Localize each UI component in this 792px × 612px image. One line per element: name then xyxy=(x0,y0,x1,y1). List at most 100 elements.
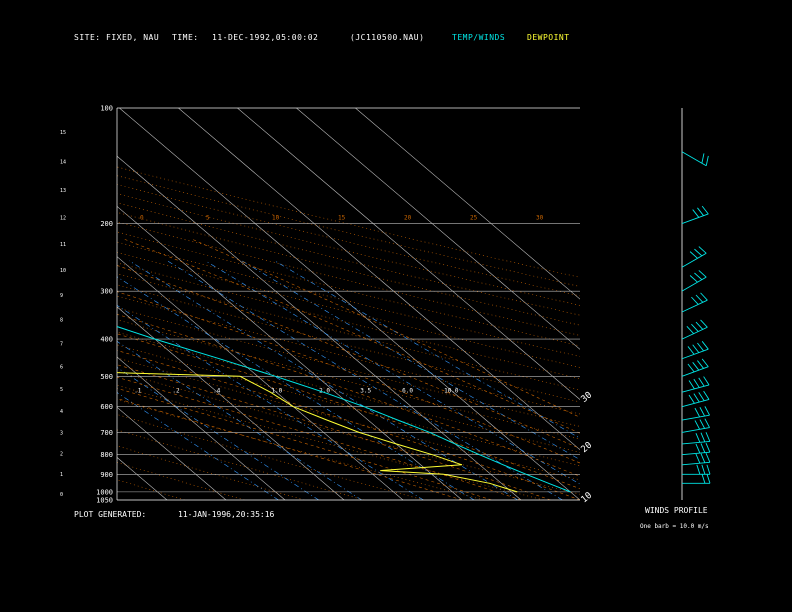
pressure-tick-label: 600 xyxy=(100,403,113,411)
isotherm-line xyxy=(117,457,168,500)
height-tick-label: 5 xyxy=(60,387,63,393)
mixing-ratio-label: .1 xyxy=(134,388,142,395)
barb-note: One barb = 10.0 m/s xyxy=(640,523,709,530)
wind-barb-flag xyxy=(705,432,711,442)
dry-adiabat-line xyxy=(117,479,185,500)
height-tick-label: 2 xyxy=(60,452,63,458)
wind-barb-flag xyxy=(706,464,711,475)
mixing-ratio-label: 3.5 xyxy=(360,388,371,395)
wind-barb-flag xyxy=(697,342,704,352)
moist-adiabat-line xyxy=(117,387,492,500)
pressure-tick-label: 700 xyxy=(100,429,113,437)
wind-barb-flag xyxy=(705,442,711,453)
pressure-tick-label: 200 xyxy=(100,220,113,228)
isotherm-line xyxy=(237,108,580,400)
wind-barb-flag xyxy=(695,443,701,454)
mixing-ratio-label: 10.0 xyxy=(444,388,459,395)
height-tick-label: 4 xyxy=(60,409,63,415)
pressure-tick-label: 1050 xyxy=(96,497,113,505)
wind-barb-flag xyxy=(695,321,704,330)
wind-barb-flag xyxy=(689,251,698,259)
moist-adiabat-label: 10 xyxy=(272,215,280,222)
mixing-ratio-line xyxy=(205,260,580,485)
wind-barb-flag xyxy=(694,272,703,281)
isotherm-line xyxy=(119,108,580,500)
dewpoint-line xyxy=(117,372,518,493)
height-tick-label: 15 xyxy=(60,130,66,136)
right-temp-label: 30 xyxy=(580,390,595,405)
wind-barb-staff xyxy=(681,276,707,292)
plot-generated-value: 11-JAN-1996,20:35:16 xyxy=(178,510,275,519)
isotherm-line xyxy=(355,108,580,300)
wind-barb-staff xyxy=(681,326,708,340)
wind-barb-staff xyxy=(681,414,710,421)
wind-barb-flag xyxy=(703,390,710,400)
right-temp-label: 20 xyxy=(580,440,595,455)
wind-barb-flag xyxy=(701,341,709,350)
wind-barb-flag xyxy=(697,207,704,216)
moist-adiabat-line xyxy=(117,265,580,449)
wind-barb-flag xyxy=(700,292,708,301)
moist-adiabat-label: 20 xyxy=(404,215,412,222)
temperature-line xyxy=(117,326,571,493)
height-tick-label: 9 xyxy=(60,293,63,299)
wind-barb-staff xyxy=(681,151,707,167)
wind-barb-flag xyxy=(689,275,698,283)
mixing-ratio-line xyxy=(117,367,319,500)
dry-adiabat-line xyxy=(117,202,580,316)
pressure-tick-label: 500 xyxy=(100,373,113,381)
site-value: FIXED, NAU xyxy=(106,33,160,42)
mixing-ratio-label: 2.0 xyxy=(319,388,330,395)
moist-adiabat-line xyxy=(117,291,580,464)
moist-adiabat-label: 15 xyxy=(338,215,346,222)
wind-barb-flag xyxy=(700,319,708,328)
mixing-ratio-line xyxy=(117,304,424,500)
height-tick-label: 1 xyxy=(60,472,63,478)
moist-adiabat-line xyxy=(117,364,551,500)
file-value: (JC110500.NAU) xyxy=(350,33,425,42)
isotherm-line xyxy=(296,108,580,350)
wind-barb-staff xyxy=(681,384,710,393)
height-tick-label: 10 xyxy=(60,268,66,274)
dry-adiabat-line xyxy=(117,399,484,500)
wind-barb-staff xyxy=(681,461,710,466)
wind-barb-flag xyxy=(704,418,710,428)
wind-barb-staff xyxy=(681,299,708,313)
mixing-ratio-line xyxy=(117,392,279,500)
dry-adiabat-line xyxy=(117,371,580,495)
isotherm-line xyxy=(117,256,404,500)
moist-adiabat-label: 30 xyxy=(536,215,544,222)
wind-barb-flag xyxy=(693,393,700,403)
wind-barb-staff xyxy=(681,399,710,408)
wind-barb-staff xyxy=(681,252,707,268)
isotherm-line xyxy=(117,406,227,500)
pressure-tick-label: 1000 xyxy=(96,488,113,496)
pressure-tick-label: 900 xyxy=(100,471,113,479)
moist-adiabat-line xyxy=(117,376,522,500)
dry-adiabat-line xyxy=(117,357,580,481)
wind-barb-flag xyxy=(695,453,701,464)
moist-adiabat-line xyxy=(117,350,580,500)
wind-barb-staff xyxy=(681,348,709,360)
time-label: TIME: xyxy=(172,33,199,42)
wind-barb-flag xyxy=(698,270,707,278)
wind-barb-flag xyxy=(705,155,709,166)
wind-barb-flag xyxy=(701,153,705,164)
mixing-ratio-line xyxy=(117,276,475,500)
wind-barb-flag xyxy=(691,296,699,305)
height-tick-label: 3 xyxy=(60,431,63,437)
mixing-ratio-line xyxy=(241,260,580,461)
wind-barb-flag xyxy=(688,380,695,390)
wind-barb-staff xyxy=(681,451,710,456)
isotherm-line xyxy=(178,108,580,451)
isotherm-line xyxy=(0,108,108,500)
moist-adiabat-line xyxy=(117,333,580,490)
isotherm-line xyxy=(117,306,345,500)
right-temp-label: 10 xyxy=(580,491,595,506)
dry-adiabat-line xyxy=(117,445,305,500)
wind-barb-flag xyxy=(701,464,706,475)
wind-barb-flag xyxy=(687,363,695,373)
wind-barb-flag xyxy=(687,346,695,355)
dry-adiabat-line xyxy=(117,462,245,500)
site-label: SITE: xyxy=(74,33,101,42)
